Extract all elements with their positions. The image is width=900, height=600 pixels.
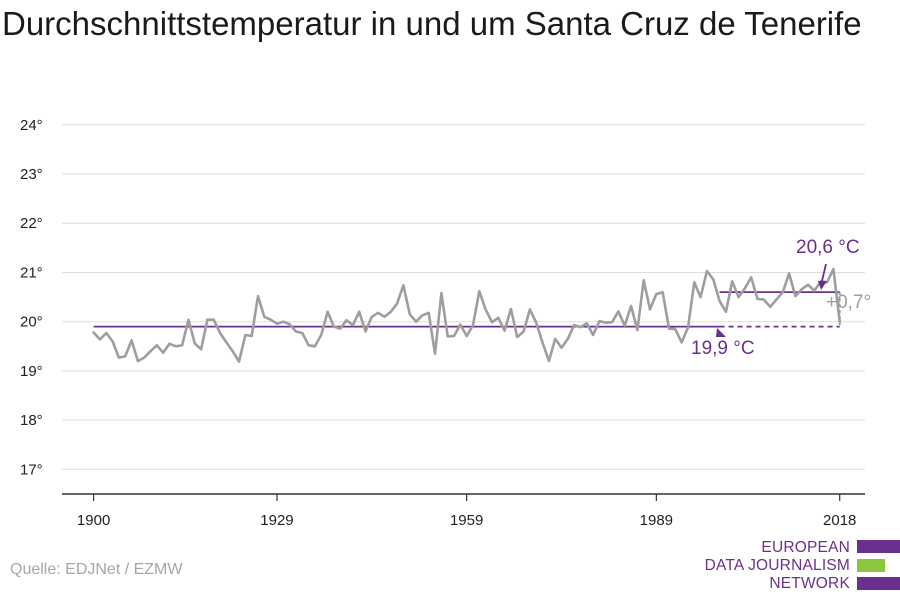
source-note: Quelle: EDJNet / EZMW xyxy=(10,561,183,578)
edjnet-logo: EUROPEAN DATA JOURNALISM NETWORK xyxy=(700,537,900,597)
y-tick-label-21: 21° xyxy=(20,264,43,281)
annotation-new-average-pointer xyxy=(821,263,827,282)
logo-line-3: NETWORK xyxy=(769,575,850,592)
y-tick-label-18: 18° xyxy=(20,412,43,429)
y-tick-label-23: 23° xyxy=(20,166,43,183)
annotation-new-average: 20,6 °C xyxy=(796,237,860,258)
y-axis-tick-labels: 17° 18° 19° 20° 21° 22° 23° 24° xyxy=(20,117,43,479)
x-tick-label-1989: 1989 xyxy=(640,512,673,529)
annotations: 20,6 °C 19,9 °C +0,7° xyxy=(691,237,871,359)
temperature-series xyxy=(92,267,842,363)
reference-lines xyxy=(93,291,840,328)
y-tick-label-20: 20° xyxy=(20,314,43,331)
annotation-delta: +0,7° xyxy=(826,292,871,313)
grid-lines xyxy=(62,124,865,470)
x-axis: 1900 1929 1959 1989 2018 xyxy=(62,493,865,529)
logo-bar-purple-top xyxy=(857,540,900,553)
temperature-line xyxy=(92,267,842,363)
logo-line-2: DATA JOURNALISM xyxy=(704,557,850,574)
y-tick-label-19: 19° xyxy=(20,363,43,380)
x-tick-label-2018: 2018 xyxy=(823,512,856,529)
annotation-old-average-arrowhead xyxy=(716,328,726,337)
logo-bar-purple-bottom xyxy=(857,577,900,590)
logo-bar-green xyxy=(857,559,885,572)
x-tick-label-1929: 1929 xyxy=(260,512,293,529)
annotation-old-average: 19,9 °C xyxy=(691,338,755,359)
x-tick-label-1900: 1900 xyxy=(77,512,110,529)
annotation-new-average-arrowhead xyxy=(818,281,827,290)
y-tick-label-17: 17° xyxy=(20,461,43,478)
y-tick-label-22: 22° xyxy=(20,215,43,232)
logo-line-1: EUROPEAN xyxy=(761,539,850,556)
y-tick-label-24: 24° xyxy=(20,117,43,134)
chart-title: Durchschnittstemperatur in und um Santa … xyxy=(2,5,862,42)
x-tick-label-1959: 1959 xyxy=(450,512,483,529)
